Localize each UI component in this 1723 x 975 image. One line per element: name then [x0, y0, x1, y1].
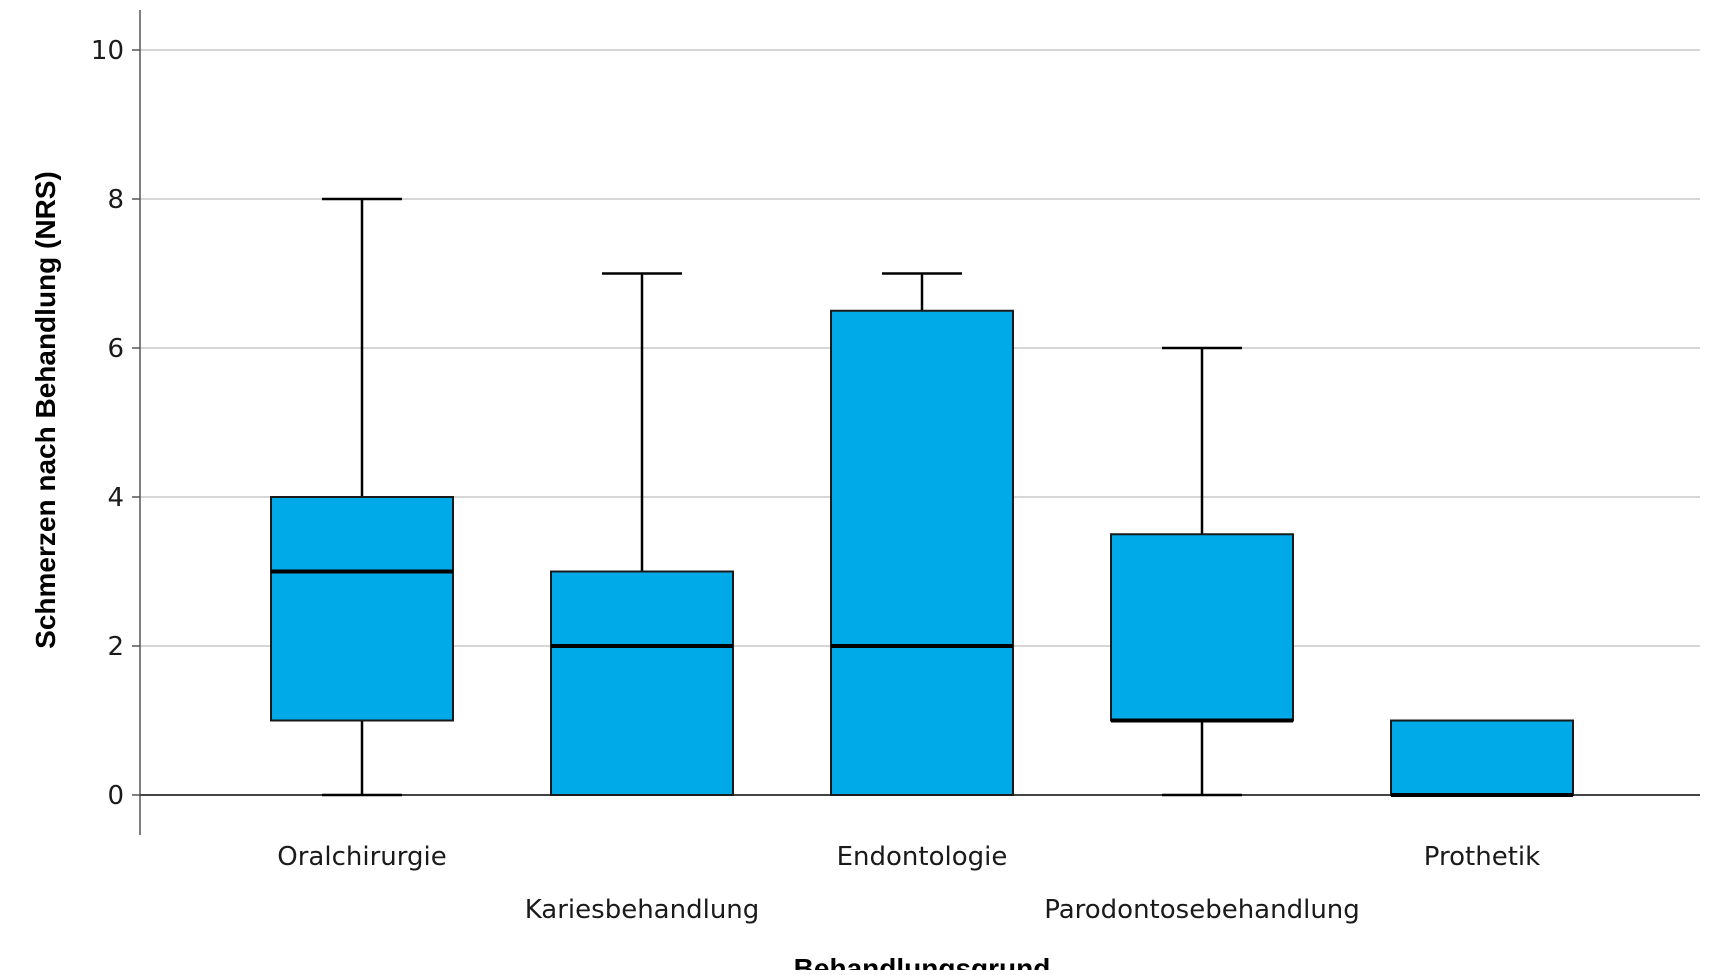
x-tick-label-prothetik: Prothetik [1424, 842, 1540, 872]
box-endontologie [830, 272, 1014, 796]
x-tick-label-oralchirurgie: Oralchirurgie [277, 842, 446, 872]
box-body [830, 309, 1014, 796]
box-body [1390, 719, 1574, 796]
x-tick-label-endontologie: Endontologie [837, 842, 1008, 872]
y-tick-label-2: 2 [107, 632, 124, 662]
box-kariesbehandlung [550, 272, 734, 796]
x-tick-label-parodontosebehandlung: Parodontosebehandlung [1044, 895, 1360, 925]
y-tick-label-0: 0 [107, 781, 124, 811]
box-body [1110, 533, 1294, 722]
box-body [270, 496, 454, 722]
x-axis-title: Behandlungsgrund [794, 953, 1051, 970]
y-tick-label-8: 8 [107, 185, 124, 215]
boxes [270, 197, 1574, 797]
y-tick-label-6: 6 [107, 334, 124, 364]
box-oralchirurgie [270, 197, 454, 797]
y-tick-label-10: 10 [91, 36, 124, 66]
box-prothetik [1390, 719, 1574, 797]
y-tick-label-4: 4 [107, 483, 124, 513]
labels: 0 2 4 6 8 10 Oralchirurgie Kariesbehandlung Endo… [91, 36, 1540, 925]
y-axis-title: Schmerzen nach Behandlung (NRS) [30, 171, 61, 649]
x-tick-label-kariesbehandlung: Kariesbehandlung [525, 895, 760, 925]
box-parodontosebehandlung [1110, 346, 1294, 797]
box-body [550, 570, 734, 796]
